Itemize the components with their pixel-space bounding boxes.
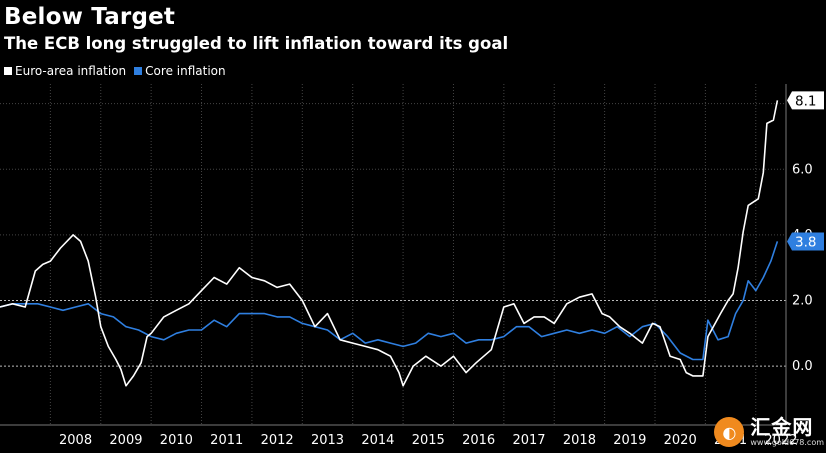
legend-item-headline: Euro-area inflation — [4, 64, 126, 78]
legend-label-headline: Euro-area inflation — [15, 64, 127, 78]
x-tick-label: 2008 — [59, 433, 92, 448]
series-line-core — [0, 241, 779, 361]
last-value-badge-shape — [787, 91, 824, 110]
last-value-label: 3.8 — [795, 234, 816, 250]
x-tick-label: 2016 — [462, 433, 495, 448]
legend-item-core: Core inflation — [134, 64, 226, 78]
x-tick-label: 2018 — [563, 433, 596, 448]
series-layer — [0, 100, 779, 387]
series-line-headline — [0, 100, 779, 387]
legend-swatch-core — [134, 67, 143, 75]
watermark-url: www.gold678.com — [750, 438, 824, 447]
x-tick-label: 2020 — [664, 433, 697, 448]
chart-title: Below Target — [4, 4, 176, 30]
axis-layer: 2008 2009 2010 2011 2012 2013 2014 2015 2016 2017… — [0, 84, 813, 448]
x-tick-label: 2015 — [412, 433, 445, 448]
watermark-logo-icon: ◐ — [714, 417, 745, 447]
x-tick-label: 2022 — [764, 433, 797, 448]
y-tick-label: 6.0 — [792, 162, 813, 177]
legend-label-core: Core inflation — [145, 64, 226, 78]
site-watermark: ◐ 汇金网 www.gold678.com — [714, 417, 824, 447]
x-tick-label: 2013 — [311, 433, 344, 448]
chart-legend: Euro-area inflation Core inflation — [4, 64, 226, 78]
last-value-label: 8.1 — [795, 93, 816, 109]
grid-layer — [0, 84, 786, 425]
y-tick-label: 0.0 — [792, 359, 813, 374]
x-tick-label: 2014 — [361, 433, 394, 448]
y-tick-label: 2.0 — [792, 293, 813, 308]
x-tick-label: 2017 — [512, 433, 545, 448]
x-tick-label: 2011 — [210, 433, 243, 448]
x-tick-label: 2012 — [261, 433, 294, 448]
legend-swatch-headline — [4, 67, 12, 75]
last-value-badge-shape — [787, 232, 824, 251]
x-tick-label: 2019 — [613, 433, 646, 448]
x-tick-label: 2009 — [109, 433, 142, 448]
watermark-name: 汇金网 — [750, 415, 814, 439]
value-label-layer: 8.1 3.8 — [787, 91, 824, 251]
chart-subtitle: The ECB long struggled to lift inflation… — [4, 34, 509, 53]
x-tick-label: 2010 — [160, 433, 193, 448]
last-value-badge-core: 3.8 — [787, 232, 824, 251]
last-value-badge-headline: 8.1 — [787, 91, 824, 110]
